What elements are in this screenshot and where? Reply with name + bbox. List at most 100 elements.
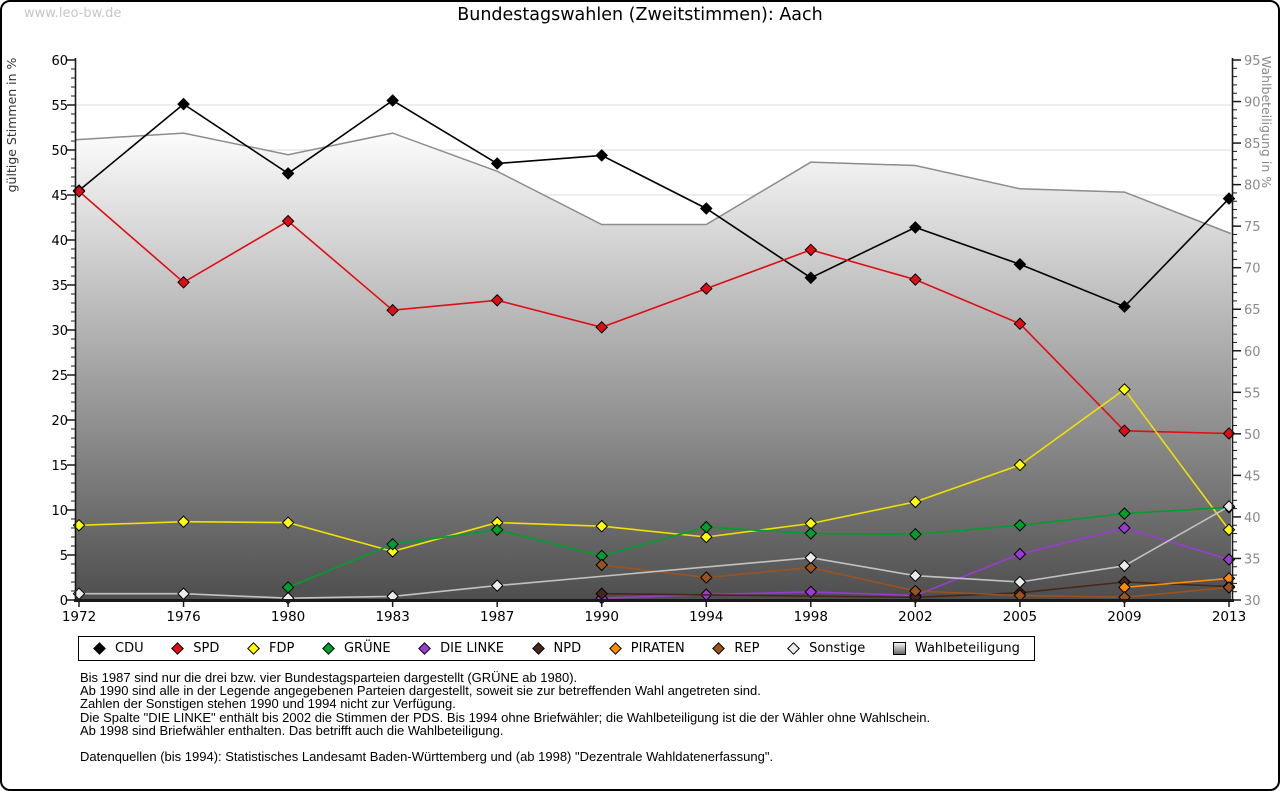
legend-item-Wahlbeteiligung: Wahlbeteiligung <box>892 641 1020 656</box>
point-CDU-1994 <box>699 202 713 215</box>
series-line-GRÜNE <box>287 506 1230 589</box>
point-CDU-1987 <box>490 157 504 170</box>
x-tick-label: 1990 <box>585 609 619 625</box>
x-tick-label: 2002 <box>898 609 932 625</box>
legend-diamond-icon <box>93 642 106 655</box>
x-tick-label: 2009 <box>1107 609 1141 625</box>
left-axis-title: gültige Stimmen in % <box>4 57 19 192</box>
legend-diamond-icon <box>531 642 545 655</box>
left-tick-label: 35 <box>51 279 68 294</box>
point-FDP-1994 <box>699 530 713 544</box>
legend-label: CDU <box>115 641 144 656</box>
point-CDU-1990 <box>595 149 609 162</box>
point-SPD-1983 <box>386 303 399 317</box>
point-GRÜNE-1994 <box>699 520 713 534</box>
right-tick-label: 85 <box>1244 137 1261 152</box>
series-line-SPD <box>78 190 1230 435</box>
legend-diamond-icon <box>171 642 185 655</box>
legend-label: REP <box>734 641 760 656</box>
legend-item-NPD: NPD <box>531 641 582 656</box>
point-GRÜNE-1998 <box>804 527 818 540</box>
point-SPD-1990 <box>595 320 609 334</box>
point-Sonstige-2009 <box>1118 559 1131 573</box>
right-tick-label: 50 <box>1244 428 1261 443</box>
point-SPD-2009 <box>1118 424 1131 438</box>
right-tick-label: 75 <box>1244 220 1261 235</box>
x-tick-label: 1998 <box>794 609 828 625</box>
point-SPD-1987 <box>490 293 504 307</box>
legend: CDU SPD FDP GRÜNE DIE LINKE NPD PIRATEN REP Sons… <box>78 636 1035 661</box>
right-tick-label: 70 <box>1244 262 1261 277</box>
legend-label: GRÜNE <box>343 641 391 656</box>
right-tick-label: 80 <box>1244 179 1261 194</box>
point-FDP-2009 <box>1118 383 1131 396</box>
x-tick-label: 1972 <box>62 609 96 625</box>
left-tick-label: 40 <box>51 234 68 249</box>
point-SPD-2005 <box>1013 317 1027 331</box>
right-tick-label: 45 <box>1244 469 1261 484</box>
point-GRÜNE-1987 <box>490 523 504 537</box>
legend-item-FDP: FDP <box>247 641 294 656</box>
series-line-PIRATEN <box>1124 577 1230 589</box>
legend-label: Wahlbeteiligung <box>914 641 1020 656</box>
point-REP-2002 <box>909 584 922 598</box>
x-tick-label: 1980 <box>271 609 305 625</box>
right-tick-label: 90 <box>1244 96 1261 111</box>
left-tick-label: 20 <box>51 414 68 429</box>
point-DIE LINKE-2009 <box>1118 521 1131 535</box>
point-Sonstige-1987 <box>490 579 504 592</box>
point-CDU-1998 <box>804 271 818 285</box>
point-CDU-2009 <box>1118 300 1131 313</box>
x-tick-label: 1987 <box>480 609 514 625</box>
x-tick-label: 1994 <box>689 609 723 625</box>
left-tick-label: 55 <box>51 99 68 114</box>
legend-diamond-icon <box>712 642 726 655</box>
point-Sonstige-1998 <box>804 551 818 565</box>
point-GRÜNE-2005 <box>1013 518 1027 532</box>
point-SPD-2002 <box>909 273 922 286</box>
footnotes: Bis 1987 sind nur die drei bzw. vier Bun… <box>80 671 930 765</box>
watermark: www.leo-bw.de <box>24 6 122 21</box>
x-tick-label: 1976 <box>166 609 200 625</box>
point-REP-1998 <box>804 561 818 574</box>
point-CDU-1976 <box>177 97 190 111</box>
point-GRÜNE-2002 <box>909 527 922 541</box>
source-line: Datenquellen (bis 1994): Statistisches L… <box>80 749 774 765</box>
turnout-area <box>76 133 1231 599</box>
left-tick-label: 15 <box>51 459 68 474</box>
right-axis-title: Wahlbeteiligung in % <box>1259 56 1274 188</box>
footnote-line: Ab 1998 sind Briefwähler enthalten. Das … <box>80 722 504 738</box>
right-tick-label: 40 <box>1244 511 1261 526</box>
point-REP-1994 <box>699 571 713 584</box>
left-tick-label: 5 <box>60 549 68 564</box>
legend-area-icon <box>892 642 906 655</box>
x-tick-label: 2013 <box>1212 609 1246 625</box>
point-GRÜNE-2009 <box>1118 507 1131 520</box>
point-Sonstige-2005 <box>1013 575 1027 589</box>
left-tick-label: 0 <box>60 594 68 609</box>
point-FDP-2005 <box>1013 458 1027 472</box>
left-tick-label: 60 <box>51 54 68 69</box>
right-tick-label: 65 <box>1244 303 1261 318</box>
footnote-line: Ab 1990 sind alle in der Legende angegeb… <box>80 683 761 699</box>
legend-item-CDU: CDU <box>93 641 144 656</box>
series-line-CDU <box>78 99 1230 308</box>
legend-label: DIE LINKE <box>440 641 504 656</box>
legend-item-Sonstige: Sonstige <box>787 641 865 656</box>
point-FDP-1983 <box>386 545 399 558</box>
point-DIE LINKE-1998 <box>804 585 818 599</box>
point-CDU-2002 <box>909 221 922 234</box>
point-FDP-1976 <box>177 515 190 529</box>
point-FDP-1990 <box>595 519 609 533</box>
point-Sonstige-2002 <box>909 569 922 583</box>
point-SPD-1980 <box>281 214 295 228</box>
legend-label: NPD <box>553 641 582 656</box>
right-tick-label: 55 <box>1244 386 1261 401</box>
left-tick-label: 45 <box>51 189 68 204</box>
series-line-Sonstige <box>79 505 1230 600</box>
point-GRÜNE-1983 <box>386 537 399 551</box>
point-SPD-1998 <box>804 243 818 257</box>
